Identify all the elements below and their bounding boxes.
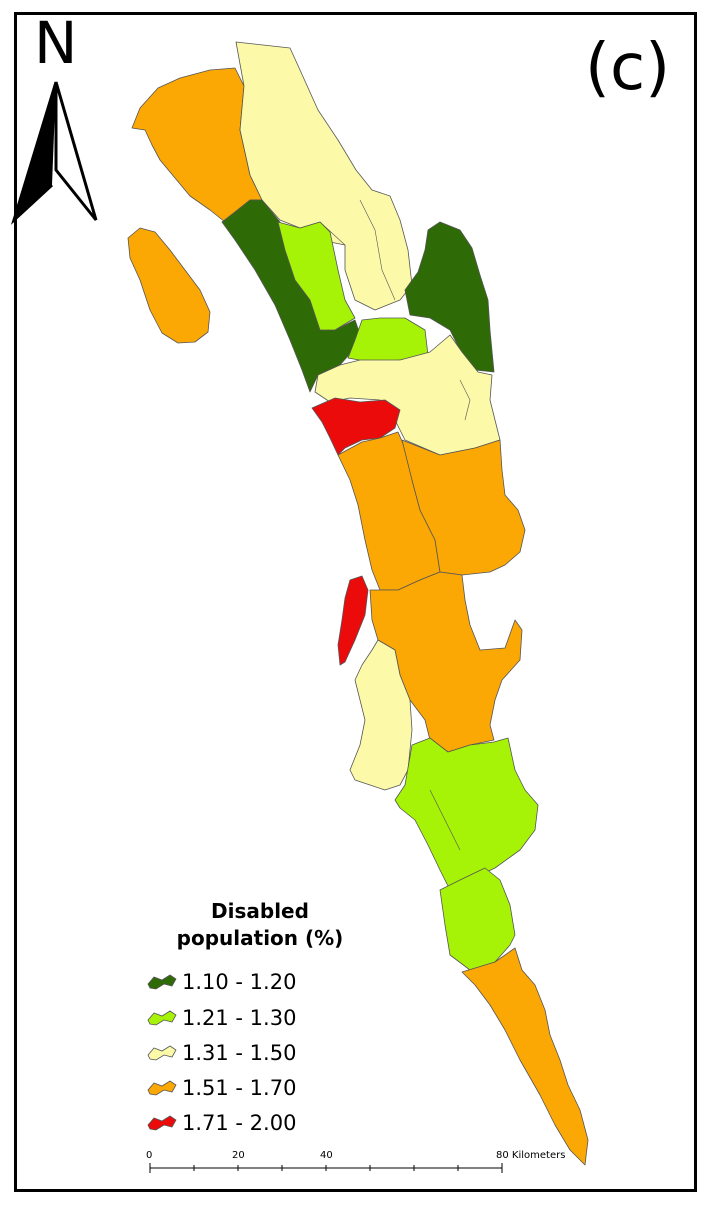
- region-south-lower[interactable]: [439, 867, 516, 971]
- legend-label-5: 1.71 - 2.00: [182, 1111, 297, 1135]
- panel-label: (c): [585, 31, 671, 105]
- legend-label-1: 1.10 - 1.20: [182, 970, 297, 994]
- legend-title-line2: population (%): [176, 926, 344, 950]
- legend-label-3: 1.31 - 1.50: [182, 1041, 297, 1065]
- scale-label-80: 80 Kilometers: [496, 1150, 566, 1161]
- legend-label-2: 1.21 - 1.30: [182, 1006, 297, 1030]
- legend-swatch-5: [147, 1115, 177, 1131]
- legend-swatch-4: [147, 1080, 177, 1096]
- legend-label-4: 1.51 - 1.70: [182, 1076, 297, 1100]
- legend-swatch-1: [147, 974, 177, 990]
- region-red-island[interactable]: [337, 575, 369, 666]
- scale-bar: [149, 1163, 503, 1173]
- legend-item-4: 1.51 - 1.70: [146, 1073, 296, 1103]
- region-offshore-island[interactable]: [127, 227, 211, 344]
- legend-item-2: 1.21 - 1.30: [146, 1003, 296, 1033]
- region-southwest-peninsula[interactable]: [349, 639, 413, 791]
- legend-title: Disabled population (%): [160, 898, 360, 952]
- legend-swatch-2: [147, 1010, 177, 1026]
- region-northwest[interactable]: [131, 67, 263, 223]
- legend-item-3: 1.31 - 1.50: [146, 1038, 296, 1068]
- scale-label-20: 20: [232, 1150, 245, 1161]
- north-label: N: [34, 9, 78, 77]
- legend-item-5: 1.71 - 2.00: [146, 1108, 296, 1138]
- region-west-coastal-strip[interactable]: [221, 199, 363, 393]
- region-southern-tail[interactable]: [461, 947, 589, 1166]
- scale-label-0: 0: [146, 1150, 153, 1161]
- legend-item-1: 1.10 - 1.20: [146, 967, 296, 997]
- scale-label-40: 40: [320, 1150, 333, 1161]
- region-central-east[interactable]: [401, 439, 526, 576]
- region-south-upper[interactable]: [394, 737, 539, 891]
- legend-title-line1: Disabled: [211, 899, 309, 923]
- legend-swatch-3: [147, 1045, 177, 1061]
- north-arrow-icon: [10, 81, 98, 225]
- region-central-belt[interactable]: [314, 334, 501, 456]
- region-north-central[interactable]: [235, 41, 413, 311]
